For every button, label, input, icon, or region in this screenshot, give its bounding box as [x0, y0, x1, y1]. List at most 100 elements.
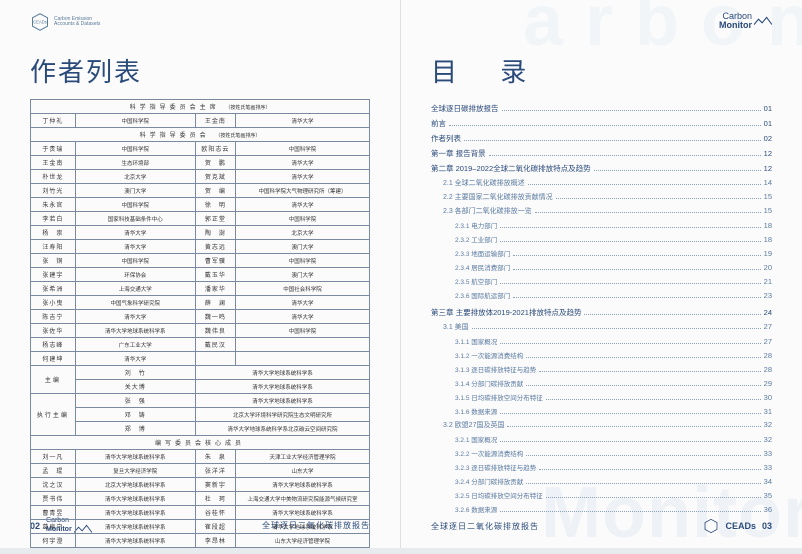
toc-dots [539, 469, 760, 470]
table-cell: 张建宇 [31, 268, 76, 282]
table-cell: 陶 澍 [195, 226, 235, 240]
authors-table: 科学指导委员会主席 （按姓氏笔画排序）丁仲礼中国科学院王金南清华大学科学指导委员… [30, 99, 370, 548]
toc-entry: 3.1.2 一次能源消费结构28 [431, 350, 772, 360]
toc-page: 31 [764, 407, 772, 416]
toc-dots [507, 426, 760, 427]
table-cell: 孟 琨 [31, 464, 76, 478]
table-cell: 清华大学地球系统科学系 [195, 366, 369, 380]
table-cell: 中国科学院 [75, 198, 195, 212]
table-cell: 中国气象科学研究院 [75, 296, 195, 310]
table-cell: 魏伟良 [195, 324, 235, 338]
table-cell: 澳门大学 [75, 184, 195, 198]
toc-entry: 作者列表02 [431, 133, 772, 144]
toc-entry: 3.2.3 逐日碳排放特征与趋势33 [431, 462, 772, 472]
toc-dots [500, 511, 760, 512]
toc-dots [513, 255, 760, 256]
toc-dots [535, 212, 761, 213]
toc-label: 2.3 各部门二氧化碳排放一览 [443, 206, 532, 216]
toc-page: 15 [764, 192, 772, 201]
toc-page: 35 [764, 491, 772, 500]
toc-entry: 3.2.4 分部门碳排放贡献34 [431, 476, 772, 486]
toc-dots [500, 283, 760, 284]
table-cell: 谷桂怀 [195, 506, 235, 520]
right-footer: 全球逐日二氧化碳排放报告 CEADs 03 [431, 518, 772, 534]
table-cell: 郑 博 [75, 422, 195, 436]
left-page: CEADs Carbon Emission Accounts & Dataset… [0, 0, 401, 548]
toc-page: 21 [764, 277, 772, 286]
toc-label: 2.2 主要国家二氧化碳排放贡献情况 [443, 192, 553, 202]
toc-title: 目 录 [431, 52, 772, 89]
toc-dots [594, 170, 761, 171]
table-cell: 清华大学地球系统科学系 [75, 534, 195, 548]
table-cell: 何宇澄 [31, 534, 76, 548]
table-cell: 清华大学地球系统科学系 [75, 492, 195, 506]
table-cell: 天津工业大学经济管理学院 [235, 450, 369, 464]
toc-page: 32 [764, 420, 772, 429]
authors-title: 作者列表 [30, 52, 370, 89]
toc-entry: 2.3.2 工业部门18 [431, 234, 772, 244]
table-cell [235, 338, 369, 352]
table-cell: 曹军骥 [195, 254, 235, 268]
toc-entry: 3.1.4 分部门碳排放贡献29 [431, 378, 772, 388]
table-cell: 清华大学 [75, 352, 195, 366]
toc-label: 前言 [431, 118, 446, 129]
table-cell: 王金南 [31, 156, 76, 170]
toc-dots [526, 483, 760, 484]
toc-entry: 3.2.5 日均碳排放空间分布特征35 [431, 490, 772, 500]
table-cell: 何建坤 [31, 352, 76, 366]
toc-dots [500, 227, 760, 228]
table-cell: 朴世龙 [31, 170, 76, 184]
table-cell: 中国科学院 [75, 254, 195, 268]
hexagon-icon [703, 518, 719, 534]
table-cell: 李昂林 [195, 534, 235, 548]
toc-dots [526, 357, 760, 358]
toc-dots [539, 371, 760, 372]
table-cell: 北京大学环境科学研究院生态文明研究所 [195, 408, 369, 422]
table-cell: 张佐华 [31, 324, 76, 338]
table-cell [195, 352, 235, 366]
table-cell: 黄志远 [195, 240, 235, 254]
toc-entry: 2.2 主要国家二氧化碳排放贡献情况 15 [431, 192, 772, 202]
toc-entry: 3.1.3 逐日碳排放特征与趋势28 [431, 364, 772, 374]
toc-dots [500, 413, 760, 414]
table-cell: 中国科学院 [235, 142, 369, 156]
toc-label: 3.1.6 数据来源 [455, 406, 497, 416]
toc-entry: 3.1 美国27 [431, 322, 772, 332]
table-cell: 北京大学 [235, 226, 369, 240]
toc-page: 33 [764, 449, 772, 458]
table-cell: 李若白 [31, 212, 76, 226]
toc-dots [584, 314, 760, 315]
table-cell: 徐 明 [195, 198, 235, 212]
table-cell: 朱永官 [31, 198, 76, 212]
table-cell: 清华大学地球系统科学系 [235, 478, 369, 492]
table-cell: 澳门大学 [235, 240, 369, 254]
table-cell: 丁仲礼 [31, 114, 76, 128]
toc-page: 30 [764, 393, 772, 402]
table-cell: 清华大学地球系统科学系 [235, 520, 369, 534]
table-cell: 中国科学院 [235, 254, 369, 268]
toc-dots [464, 140, 761, 141]
toc-label: 3.2.2 一次能源消费结构 [455, 448, 523, 458]
toc-page: 14 [764, 178, 772, 187]
toc-page: 27 [764, 337, 772, 346]
toc-page: 12 [764, 164, 772, 173]
table-cell: 郭正堂 [195, 212, 235, 226]
table-cell: 清华大学 [75, 226, 195, 240]
toc-dots [556, 198, 761, 199]
table-cell: 环保协会 [75, 268, 195, 282]
table-cell: 山东大学经济管理学院 [235, 534, 369, 548]
table-cell: 广东工业大学 [75, 338, 195, 352]
toc-dots [500, 441, 760, 442]
mountain-icon [754, 16, 772, 26]
table-cell: 清华大学地球系统科学系 [235, 506, 369, 520]
table-cell: 清华大学 [75, 240, 195, 254]
toc-label: 2.3.2 工业部门 [455, 234, 497, 244]
table-cell: 关大博 [75, 380, 195, 394]
toc-entry: 全球逐日碳排放报告01 [431, 103, 772, 114]
toc-page: 20 [764, 263, 772, 272]
table-cell: 清华大学地球系统科学系 [195, 380, 369, 394]
toc-dots [513, 297, 760, 298]
toc-page: 24 [764, 308, 772, 317]
toc-dots [472, 328, 761, 329]
toc-dots [449, 125, 761, 126]
